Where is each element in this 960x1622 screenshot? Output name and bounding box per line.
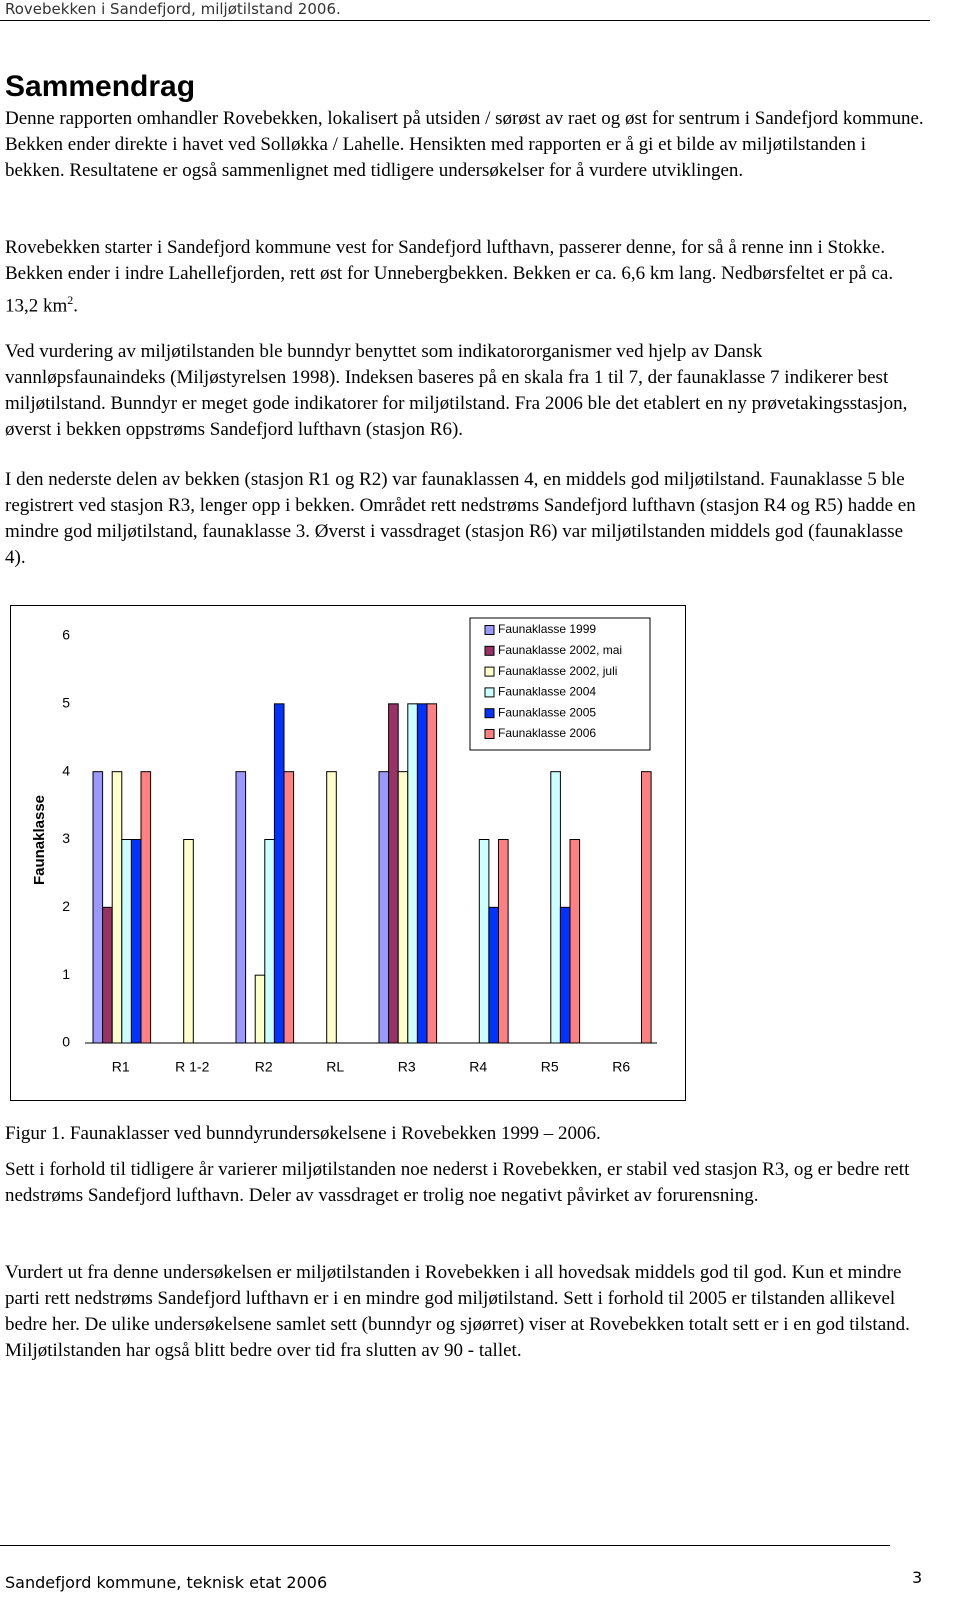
bar bbox=[416, 703, 428, 1044]
footer: Sandefjord kommune, teknisk etat 2006 bbox=[5, 1573, 328, 1592]
legend-box bbox=[469, 617, 651, 751]
bar bbox=[407, 703, 418, 1044]
bar bbox=[264, 839, 275, 1044]
legend-swatch bbox=[484, 645, 495, 656]
legend-label: Faunaklasse 2002, mai bbox=[498, 643, 622, 657]
bar bbox=[235, 771, 247, 1044]
bar bbox=[92, 771, 104, 1044]
bar bbox=[569, 839, 581, 1044]
legend-swatch bbox=[484, 708, 495, 719]
chart: 0 1 2 3 4 5 6 Faunaklasse R1 R 1-2 R2 RL R3 R4 R5 R6 Fau… bbox=[10, 605, 686, 1101]
bar bbox=[254, 974, 266, 1044]
x-tick-label: R2 bbox=[255, 1059, 273, 1075]
bar bbox=[550, 771, 561, 1044]
bar bbox=[559, 906, 571, 1044]
page-number: 3 bbox=[912, 1568, 923, 1587]
paragraph: Denne rapporten omhandler Rovebekken, lo… bbox=[5, 108, 924, 181]
header-rule bbox=[0, 20, 930, 21]
bar bbox=[498, 839, 509, 1044]
paragraph-text: Rovebekken starter i Sandefjord kommune … bbox=[5, 237, 894, 317]
bar bbox=[388, 703, 399, 1044]
superscript: 2 bbox=[67, 293, 74, 307]
x-tick-label: R3 bbox=[398, 1059, 416, 1075]
y-tick-label: 2 bbox=[62, 898, 70, 914]
y-axis-title: Faunaklasse bbox=[31, 795, 48, 885]
bar bbox=[478, 839, 490, 1044]
paragraph-tail: . bbox=[73, 295, 79, 317]
paragraph: I den nederste delen av bekken (stasjon … bbox=[5, 469, 916, 568]
bar bbox=[397, 771, 409, 1044]
bar bbox=[326, 771, 337, 1044]
footer-rule bbox=[0, 1545, 890, 1546]
figure-caption: Figur 1. Faunaklasser ved bunndyrundersø… bbox=[5, 1123, 601, 1144]
y-tick-label: 5 bbox=[62, 695, 70, 711]
bar bbox=[273, 703, 285, 1044]
bar bbox=[283, 771, 295, 1044]
y-tick-label: 6 bbox=[62, 627, 70, 643]
legend-label: Faunaklasse 1999 bbox=[498, 622, 596, 636]
bar bbox=[111, 771, 123, 1044]
y-tick-label: 1 bbox=[62, 966, 70, 982]
bar bbox=[641, 771, 652, 1044]
legend-swatch bbox=[484, 687, 495, 698]
paragraph: Sett i forhold til tidligere år varierer… bbox=[5, 1159, 910, 1206]
legend-label: Faunaklasse 2002, juli bbox=[498, 664, 617, 678]
paragraph: Vurdert ut fra denne undersøkelsen er mi… bbox=[5, 1262, 910, 1361]
legend-swatch bbox=[484, 625, 495, 635]
bar bbox=[488, 906, 499, 1044]
x-tick-label: R4 bbox=[469, 1059, 487, 1075]
x-tick-label: RL bbox=[326, 1059, 344, 1075]
paragraph: Rovebekken starter i Sandefjord kommune … bbox=[5, 235, 927, 319]
x-tick-label: R5 bbox=[541, 1059, 559, 1075]
paragraph: Ved vurdering av miljøtilstanden ble bun… bbox=[5, 341, 908, 440]
legend-swatch bbox=[484, 729, 495, 739]
x-tick-label: R1 bbox=[112, 1059, 130, 1075]
section-title: Sammendrag bbox=[5, 70, 196, 103]
x-tick-label: R 1-2 bbox=[175, 1059, 209, 1075]
bar bbox=[426, 703, 438, 1044]
y-tick-label: 4 bbox=[62, 762, 70, 778]
legend-label: Faunaklasse 2004 bbox=[498, 685, 596, 699]
legend-label: Faunaklasse 2006 bbox=[498, 726, 596, 740]
x-tick-label: R6 bbox=[612, 1059, 630, 1075]
legend-label: Faunaklasse 2005 bbox=[498, 705, 596, 719]
bar bbox=[378, 771, 390, 1044]
legend-swatch bbox=[484, 666, 495, 677]
bar bbox=[140, 771, 152, 1044]
bar bbox=[183, 839, 194, 1044]
running-header: Rovebekken i Sandefjord, miljøtilstand 2… bbox=[5, 0, 341, 18]
y-tick-label: 0 bbox=[62, 1034, 70, 1050]
y-tick-label: 3 bbox=[62, 830, 70, 846]
bar bbox=[130, 839, 142, 1044]
bar bbox=[102, 906, 113, 1044]
bar bbox=[121, 839, 132, 1044]
